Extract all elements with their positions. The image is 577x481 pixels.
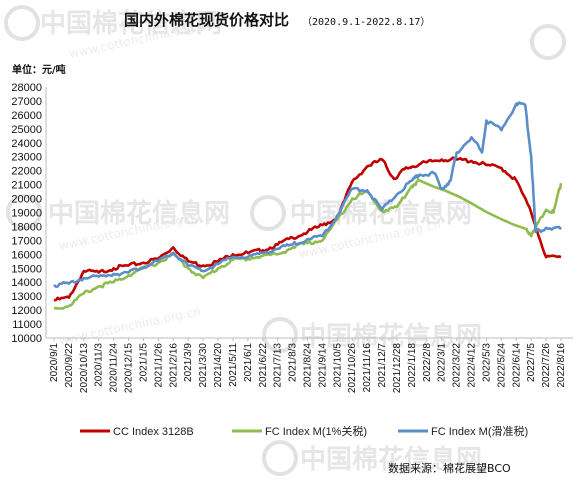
series-line-0 [53, 156, 562, 302]
y-tick-label: 26000 [11, 110, 42, 122]
series-line-1 [53, 178, 563, 310]
series-line-2 [53, 101, 562, 288]
legend-label-fc-index-sliding: FC Index M(滑准税) [431, 424, 528, 438]
x-tick-label: 2020/9/22 [64, 343, 75, 388]
x-tick-label: 2022/1/18 [407, 343, 418, 388]
watermark-brand: 中国棉花信息网 [48, 198, 230, 229]
x-tick-label: 2020/11/3 [94, 343, 105, 387]
y-tick-label: 16000 [11, 249, 42, 261]
x-tick-label: 2021/2/16 [168, 343, 179, 388]
x-tick-label: 2020/12/15 [124, 343, 135, 393]
x-tick-label: 2021/12/28 [392, 343, 403, 393]
x-tick-label: 2021/9/14 [317, 343, 328, 388]
y-tick-label: 17000 [11, 235, 42, 247]
x-tick-label: 2021/1/5 [138, 343, 149, 382]
x-tick-label: 2021/3/9 [183, 343, 194, 382]
x-tick-label: 2022/8/16 [556, 343, 567, 388]
x-tick-label: 2021/8/24 [303, 343, 314, 388]
x-tick-label: 2022/5/24 [496, 343, 507, 388]
watermark-brand: 中国棉花信息网 [300, 321, 482, 352]
x-tick-label: 2021/4/20 [213, 343, 224, 388]
y-tick-label: 24000 [11, 138, 42, 150]
series-layer [53, 101, 563, 310]
x-tick-label: 2021/12/7 [377, 343, 388, 388]
y-axis-unit-label: 单位：元/吨 [12, 63, 66, 76]
x-tick-label: 2020/11/24 [109, 343, 120, 393]
x-tick-label: 2021/1/26 [153, 343, 164, 388]
x-tick-label: 2022/5/3 [481, 343, 492, 382]
y-tick-label: 25000 [11, 124, 42, 136]
watermark-brand: 中国棉花信息网 [300, 444, 482, 475]
watermark-logo-icon [4, 5, 566, 476]
x-tick-label: 2022/6/14 [511, 343, 522, 388]
chart-date-range: （2020.9.1-2022.8.17） [302, 16, 430, 28]
x-tick-label: 2022/3/1 [437, 343, 448, 382]
y-tick-label: 10000 [11, 333, 42, 345]
watermark-brand: 中国棉花信息网 [290, 198, 472, 229]
y-tick-label: 14000 [11, 277, 42, 289]
legend-label-fc-index-1pct: FC Index M(1%关税) [265, 424, 367, 438]
y-tick-label: 15000 [11, 263, 42, 275]
x-tick-label: 2021/10/5 [332, 343, 343, 388]
y-tick-label: 27000 [11, 96, 42, 108]
data-source-note: 数据来源：棉花展望BCO [388, 461, 511, 475]
x-tick-label: 2021/10/26 [347, 343, 358, 393]
y-tick-label: 23000 [11, 152, 42, 164]
x-tick-label: 2022/4/12 [467, 343, 478, 388]
chart-title: 国内外棉花现货价格对比 [124, 11, 289, 29]
y-tick-label: 28000 [11, 82, 42, 94]
x-tick-label: 2020/10/13 [79, 343, 90, 393]
y-tick-label: 13000 [11, 291, 42, 303]
y-tick-label: 20000 [11, 194, 42, 206]
y-tick-label: 11000 [12, 319, 42, 331]
x-tick-label: 2021/3/30 [198, 343, 209, 388]
x-tick-label: 2021/6/1 [243, 343, 254, 382]
x-tick-label: 2022/7/5 [526, 343, 537, 382]
x-tick-label: 2021/5/11 [228, 343, 239, 387]
y-tick-label: 18000 [11, 221, 42, 233]
x-tick-labels: 2020/9/1 2020/9/22 2020/10/13 2020/11/3 2020… [49, 338, 567, 393]
y-tick-labels: 10000 11000 12000 13000 14000 15000 16000 17000… [11, 82, 42, 345]
watermark-url: www.cottonchina.org.cn [58, 304, 202, 348]
x-tick-label: 2022/3/22 [452, 343, 463, 388]
legend: CC Index 3128B FC Index M(1%关税) FC Index… [80, 424, 528, 438]
x-tick-label: 2022/2/8 [422, 343, 433, 382]
x-tick-label: 2020/9/1 [49, 343, 60, 382]
x-tick-label: 2021/11/16 [362, 343, 373, 393]
x-tick-label: 2021/7/13 [273, 343, 284, 388]
x-tick-label: 2022/7/26 [541, 343, 552, 388]
x-tick-label: 2021/8/3 [288, 343, 299, 382]
watermark-brand: 中国棉花信息网 [40, 8, 222, 39]
y-tick-label: 19000 [11, 208, 42, 220]
y-tick-label: 21000 [11, 180, 42, 192]
legend-label-cc-index: CC Index 3128B [113, 426, 194, 438]
y-tick-label: 12000 [11, 305, 42, 317]
y-tick-label: 22000 [11, 166, 42, 178]
x-tick-label: 2021/6/22 [258, 343, 269, 388]
